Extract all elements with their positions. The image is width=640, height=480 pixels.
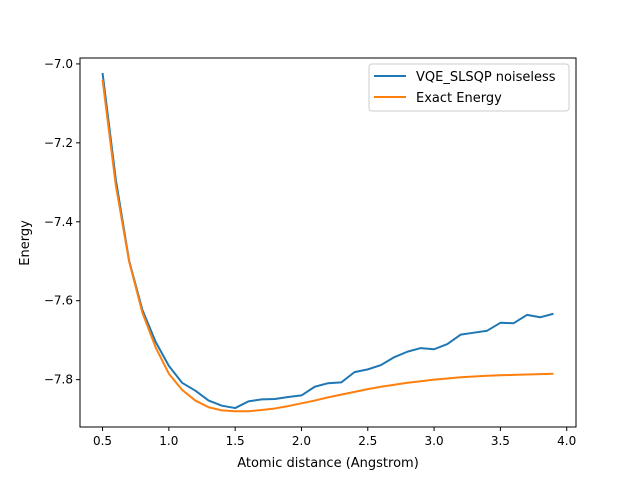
y-tick-label: −7.6: [44, 294, 73, 308]
y-tick-label: −7.4: [44, 215, 73, 229]
x-tick-label: 0.5: [93, 434, 112, 448]
legend: VQE_SLSQP noiseless Exact Energy: [368, 63, 570, 112]
legend-label-vqe: VQE_SLSQP noiseless: [416, 70, 556, 85]
x-tick-label: 3.5: [491, 434, 510, 448]
x-tick-label: 2.0: [292, 434, 311, 448]
x-tick-label: 1.5: [226, 434, 245, 448]
y-tick-label: −7.0: [44, 57, 73, 71]
legend-box: [368, 63, 570, 112]
axis-ticks: 0.5 1.0 1.5 2.0 2.5 3.0 3.5 4.0 −7.8 −7.6 −7.4 −7.2…: [44, 57, 576, 448]
axes-frame: [79, 57, 577, 428]
x-tick-label: 4.0: [557, 434, 576, 448]
x-axis-label: Atomic distance (Angstrom): [237, 456, 419, 471]
y-tick-label: −7.2: [44, 136, 73, 150]
x-tick-label: 1.0: [159, 434, 178, 448]
x-tick-label: 3.0: [425, 434, 444, 448]
y-tick-label: −7.8: [44, 373, 73, 387]
series-line-vqe: [101, 72, 554, 410]
plot-lines: [101, 72, 554, 413]
legend-label-exact: Exact Energy: [416, 91, 502, 106]
series-line-exact: [101, 79, 554, 413]
y-axis-label: Energy: [18, 220, 33, 266]
x-tick-label: 2.5: [358, 434, 377, 448]
